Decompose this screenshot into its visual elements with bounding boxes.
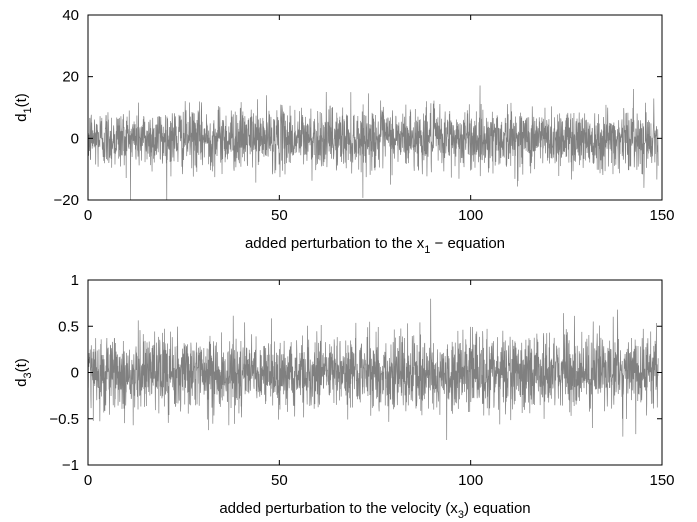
series-line: [88, 85, 659, 200]
y-axis-label: d3(t): [13, 358, 34, 387]
y-tick-label: 0: [71, 130, 79, 147]
x-tick-label: 0: [84, 472, 92, 489]
axes-box: [87, 14, 663, 201]
y-tick-label: −20: [54, 192, 79, 209]
y-tick-label: 0: [71, 365, 79, 382]
chart-panel-top: 0 50 100 150 −20 0 20 40 added perturbation to t…: [13, 7, 675, 256]
y-tick-label: 1: [71, 272, 79, 289]
series-line: [88, 298, 659, 440]
x-tick-label: 50: [271, 207, 288, 224]
x-axis-label: added perturbation to the x1 − equation: [245, 235, 505, 256]
y-tick-label: −1: [62, 457, 79, 474]
x-tick-label: 0: [84, 207, 92, 224]
x-tick-label: 50: [271, 472, 288, 489]
x-tick-label: 150: [649, 472, 674, 489]
y-tick-label: −0.5: [49, 411, 79, 428]
y-tick-label: 20: [62, 69, 79, 86]
x-axis-label: added perturbation to the velocity (x3) …: [219, 500, 530, 521]
chart-panel-bottom: 0 50 100 150 −1 −0.5 0 0.5 1 added perturbation t…: [13, 272, 675, 521]
y-tick-label: 0.5: [58, 318, 79, 335]
x-tick-label: 150: [649, 207, 674, 224]
x-tick-label: 100: [458, 207, 483, 224]
y-tick-label: 40: [62, 7, 79, 24]
y-axis-label: d1(t): [13, 93, 34, 122]
x-tick-label: 100: [458, 472, 483, 489]
